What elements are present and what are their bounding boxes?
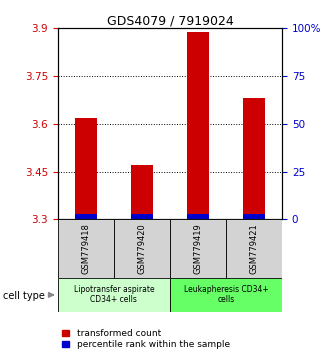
Bar: [243, 98, 265, 219]
Text: GSM779421: GSM779421: [249, 223, 259, 274]
Bar: [170, 278, 282, 312]
Bar: [75, 215, 97, 219]
Bar: [187, 215, 209, 219]
Text: GSM779419: GSM779419: [193, 223, 203, 274]
Bar: [58, 219, 114, 278]
Text: Lipotransfer aspirate
CD34+ cells: Lipotransfer aspirate CD34+ cells: [74, 285, 154, 304]
Text: cell type: cell type: [3, 291, 45, 301]
Legend: transformed count, percentile rank within the sample: transformed count, percentile rank withi…: [62, 329, 230, 349]
Bar: [75, 118, 97, 219]
Bar: [114, 219, 170, 278]
Bar: [131, 165, 153, 219]
Bar: [58, 278, 170, 312]
Bar: [226, 219, 282, 278]
Text: Leukapheresis CD34+
cells: Leukapheresis CD34+ cells: [184, 285, 268, 304]
Bar: [243, 215, 265, 219]
Text: GSM779418: GSM779418: [81, 223, 90, 274]
Bar: [131, 215, 153, 219]
Title: GDS4079 / 7919024: GDS4079 / 7919024: [107, 14, 233, 27]
Bar: [187, 32, 209, 219]
Bar: [170, 219, 226, 278]
Text: GSM779420: GSM779420: [137, 223, 147, 274]
